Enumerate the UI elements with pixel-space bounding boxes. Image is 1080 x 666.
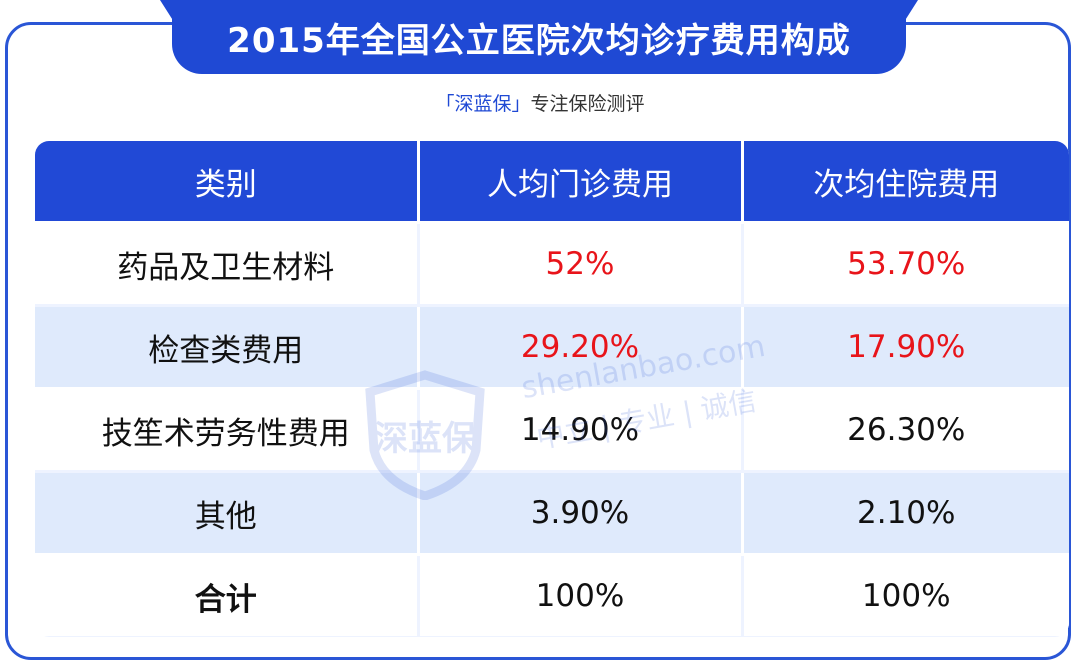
row-outpatient: 3.90%: [418, 471, 744, 556]
row-inpatient: 2.10%: [742, 471, 1069, 556]
row-inpatient: 53.70%: [742, 222, 1069, 307]
title-tab-right: [904, 0, 918, 22]
header-outpatient: 人均门诊费用: [418, 141, 744, 224]
row-category: 检查类费用: [35, 305, 420, 390]
table-row: 其他 3.90% 2.10%: [35, 471, 1069, 556]
table-header-row: 类别 人均门诊费用 次均住院费用: [35, 141, 1069, 224]
row-inpatient: 17.90%: [742, 305, 1069, 390]
table-row: 药品及卫生材料 52% 53.70%: [35, 222, 1069, 307]
cost-table-container: 类别 人均门诊费用 次均住院费用 药品及卫生材料 52% 53.70% 检查类费…: [35, 141, 1069, 637]
subtitle-brand: 「深蓝保」: [435, 93, 531, 115]
row-inpatient: 100%: [742, 554, 1069, 637]
row-inpatient: 26.30%: [742, 388, 1069, 473]
row-outpatient: 14.90%: [418, 388, 744, 473]
row-outpatient: 29.20%: [418, 305, 744, 390]
title-banner: 2015年全国公立医院次均诊疗费用构成: [172, 0, 906, 74]
row-category: 合计: [35, 554, 420, 637]
table-row: 检查类费用 29.20% 17.90%: [35, 305, 1069, 390]
row-category: 药品及卫生材料: [35, 222, 420, 307]
row-category: 其他: [35, 471, 420, 556]
header-category: 类别: [35, 141, 420, 224]
row-category: 技笙术劳务性费用: [35, 388, 420, 473]
subtitle-text: 专注保险测评: [530, 93, 645, 115]
row-outpatient: 52%: [418, 222, 744, 307]
cost-table: 类别 人均门诊费用 次均住院费用 药品及卫生材料 52% 53.70% 检查类费…: [35, 141, 1069, 637]
table-row-total: 合计 100% 100%: [35, 554, 1069, 637]
header-inpatient: 次均住院费用: [742, 141, 1069, 224]
table-row: 技笙术劳务性费用 14.90% 26.30%: [35, 388, 1069, 473]
row-outpatient: 100%: [418, 554, 744, 637]
page-title: 2015年全国公立医院次均诊疗费用构成: [227, 20, 851, 61]
subtitle: 「深蓝保」专注保险测评: [0, 89, 1080, 116]
